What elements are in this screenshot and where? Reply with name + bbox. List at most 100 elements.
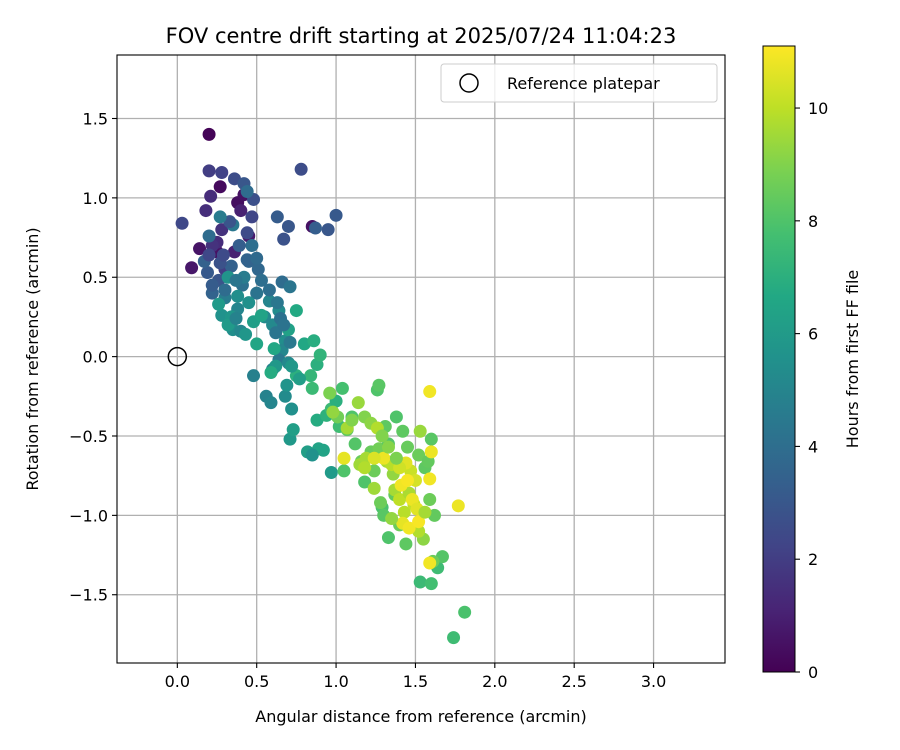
scatter-point [396,424,410,438]
scatter-point [218,283,232,297]
scatter-point [240,226,254,240]
scatter-point [424,445,438,459]
scatter-point [451,499,465,513]
colorbar-gradient [762,45,796,673]
colorbar-tick-label: 8 [808,212,818,231]
scatter-point [348,437,362,451]
scatter-point [377,451,391,465]
scatter-point [264,396,278,410]
scatter-point [372,378,386,392]
colorbar-tick-label: 2 [808,550,818,569]
scatter-point [389,410,403,424]
scatter-point [245,238,259,252]
scatter-point [413,424,427,438]
scatter-point [423,556,437,570]
scatter-point [351,396,365,410]
scatter-point [447,631,461,645]
scatter-point [286,423,300,437]
y-tick-label: −0.5 [69,427,108,446]
y-tick-label: 1.0 [83,189,108,208]
x-tick-label: 3.0 [641,672,666,691]
scatter-point [234,204,248,218]
scatter-point [285,402,299,416]
scatter-points [175,127,472,645]
scatter-point [285,359,299,373]
scatter-point [262,283,276,297]
scatter-point [202,164,216,178]
y-tick-label: 0.0 [83,348,108,367]
scatter-point [231,289,245,303]
scatter-point [200,265,214,279]
scatter-point [326,405,340,419]
y-tick-label: 1.5 [83,109,108,128]
scatter-point [313,348,327,362]
scatter-point [229,273,243,287]
scatter-point [202,229,216,243]
y-axis-ticks: −1.5 −1.0 −0.5 0.0 0.5 1.0 1.5 [69,109,117,605]
scatter-point [240,185,254,199]
scatter-point [399,537,413,551]
scatter-point [381,531,395,545]
scatter-point [229,312,243,326]
chart-title: FOV centre drift starting at 2025/07/24 … [166,24,677,48]
colorbar-tick-label: 0 [808,663,818,682]
scatter-point [245,210,259,224]
scatter-point [224,259,238,273]
x-tick-label: 1.0 [323,672,348,691]
scatter-point [270,296,284,310]
scatter-point [401,473,415,487]
scatter-point [264,365,278,379]
y-tick-label: −1.5 [69,586,108,605]
scatter-point [277,232,291,246]
scatter-point [423,492,437,506]
scatter-point [367,481,381,495]
scatter-point [280,378,294,392]
colorbar-ticks: 0 2 4 6 8 10 [795,99,828,682]
scatter-point [215,165,229,179]
scatter-point [267,342,281,356]
scatter-point [251,262,265,276]
scatter-point [193,242,207,256]
scatter-point [316,443,330,457]
scatter-point [397,505,411,519]
colorbar-label: Hours from first FF file [843,270,862,449]
legend-open-circle-icon [459,73,479,93]
scatter-point [412,515,426,529]
scatter-point [381,440,395,454]
scatter-point [294,162,308,176]
scatter-point [216,248,230,262]
scatter-point [250,337,264,351]
scatter-point [307,334,321,348]
scatter-point [358,475,372,489]
colorbar-tick-label: 4 [808,437,818,456]
scatter-point [385,512,399,526]
scatter-point [215,223,229,237]
colorbar: 0 2 4 6 8 10 Hours from first FF file [762,45,862,682]
y-axis-label: Rotation from reference (arcmin) [23,227,42,490]
scatter-point [321,223,335,237]
scatter-point [250,251,264,265]
scatter-point [423,385,437,399]
scatter-point [412,448,426,462]
colorbar-tick-label: 6 [808,325,818,344]
scatter-point [374,496,388,510]
scatter-point [175,216,189,230]
legend-box [440,63,718,103]
scatter-point [202,127,216,141]
x-tick-label: 0.5 [244,672,269,691]
x-tick-label: 2.0 [482,672,507,691]
scatter-point [213,180,227,194]
scatter-point [323,386,337,400]
scatter-point [345,413,359,427]
scatter-point [185,261,199,275]
x-tick-label: 0.0 [165,672,190,691]
scatter-point [418,505,432,519]
scatter-point [212,297,226,311]
scatter-point [308,221,322,235]
scatter-point [458,605,472,619]
scatter-point [277,318,291,332]
legend-entry-reference: Reference platepar [507,74,660,93]
scatter-point [293,372,307,386]
scatter-point [389,451,403,465]
